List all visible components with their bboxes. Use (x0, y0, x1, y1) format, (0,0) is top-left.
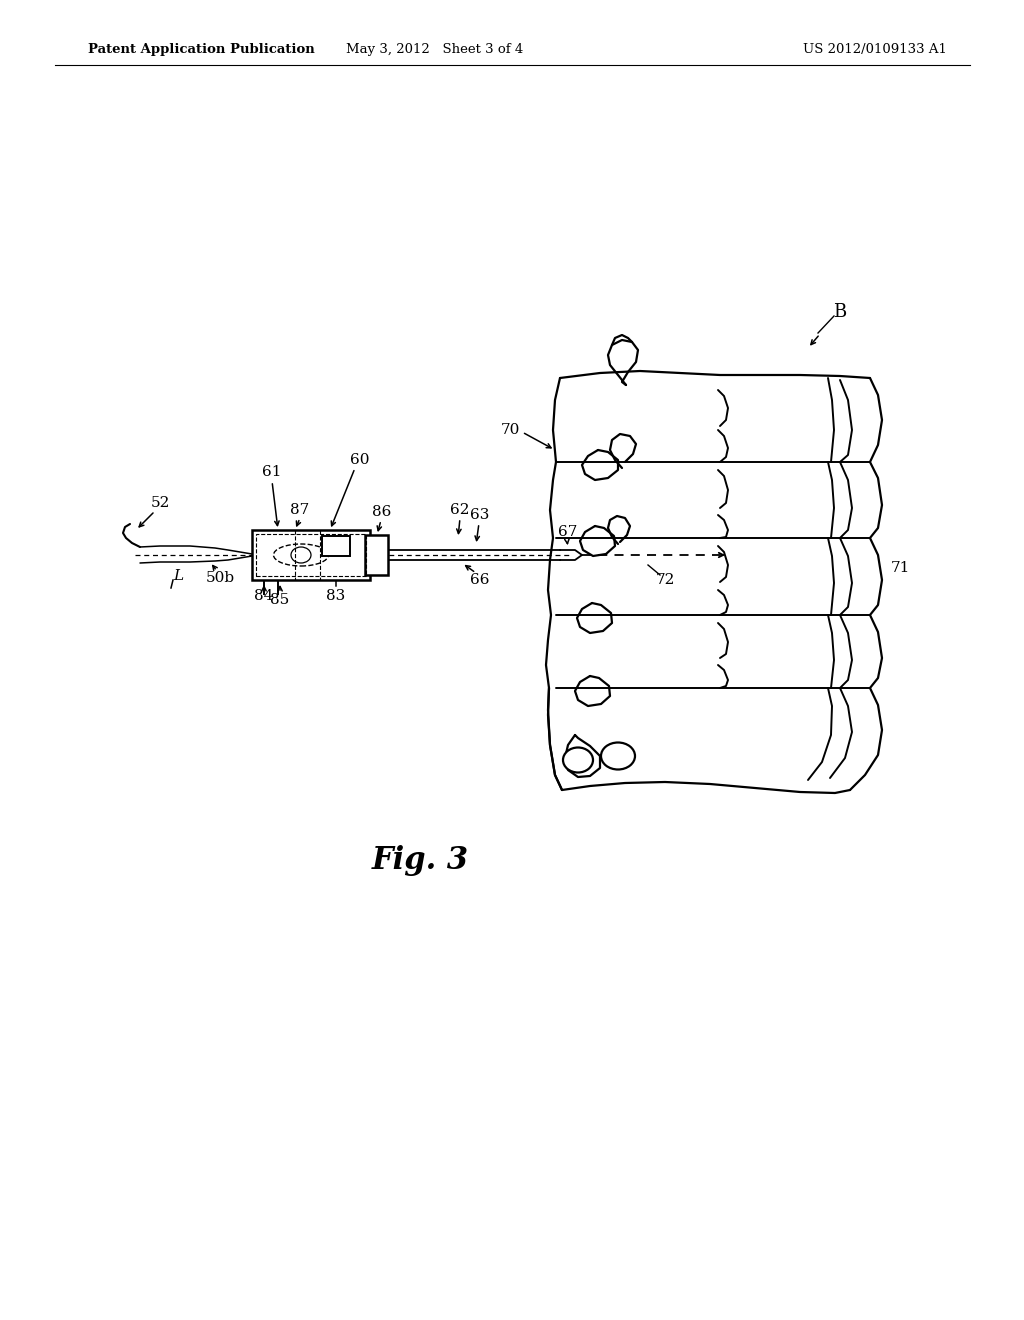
Text: 86: 86 (373, 506, 392, 519)
Bar (256, 535, 366, 576)
Bar (365, 535, 388, 576)
Text: 72: 72 (655, 573, 675, 587)
Text: 60: 60 (350, 453, 370, 467)
Text: May 3, 2012   Sheet 3 of 4: May 3, 2012 Sheet 3 of 4 (346, 44, 523, 57)
Text: 66: 66 (470, 573, 489, 587)
Text: 84: 84 (254, 589, 273, 603)
Text: 50b: 50b (206, 572, 234, 585)
Text: L: L (173, 569, 183, 583)
Ellipse shape (563, 747, 593, 772)
Text: Fig. 3: Fig. 3 (372, 845, 469, 875)
Ellipse shape (273, 544, 329, 566)
Text: US 2012/0109133 A1: US 2012/0109133 A1 (803, 44, 947, 57)
Ellipse shape (291, 546, 311, 564)
Ellipse shape (601, 742, 635, 770)
Text: 85: 85 (270, 593, 290, 607)
Text: 52: 52 (151, 496, 170, 510)
Text: Patent Application Publication: Patent Application Publication (88, 44, 314, 57)
Bar (252, 531, 370, 579)
Text: 62: 62 (451, 503, 470, 517)
Text: B: B (834, 304, 847, 321)
Text: 70: 70 (501, 422, 520, 437)
Text: 71: 71 (890, 561, 909, 576)
Text: 67: 67 (558, 525, 578, 539)
Text: 63: 63 (470, 508, 489, 521)
Text: 87: 87 (291, 503, 309, 517)
Bar (322, 536, 350, 556)
Text: 61: 61 (262, 465, 282, 479)
Text: 83: 83 (327, 589, 346, 603)
